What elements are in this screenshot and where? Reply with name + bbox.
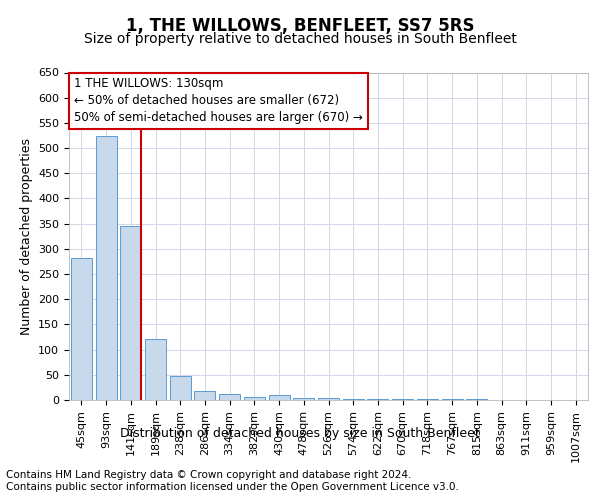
Text: Size of property relative to detached houses in South Benfleet: Size of property relative to detached ho…: [83, 32, 517, 46]
Bar: [343, 399, 364, 400]
Bar: [120, 226, 141, 400]
Text: 1, THE WILLOWS, BENFLEET, SS7 5RS: 1, THE WILLOWS, BENFLEET, SS7 5RS: [126, 18, 474, 36]
Bar: [269, 395, 290, 400]
Bar: [219, 394, 240, 400]
Bar: [95, 136, 116, 400]
Bar: [367, 399, 388, 400]
Bar: [244, 398, 265, 400]
Bar: [293, 398, 314, 400]
Text: Contains HM Land Registry data © Crown copyright and database right 2024.: Contains HM Land Registry data © Crown c…: [6, 470, 412, 480]
Bar: [194, 392, 215, 400]
Text: Distribution of detached houses by size in South Benfleet: Distribution of detached houses by size …: [120, 428, 480, 440]
Bar: [170, 376, 191, 400]
Text: Contains public sector information licensed under the Open Government Licence v3: Contains public sector information licen…: [6, 482, 459, 492]
Bar: [71, 258, 92, 400]
Text: 1 THE WILLOWS: 130sqm
← 50% of detached houses are smaller (672)
50% of semi-det: 1 THE WILLOWS: 130sqm ← 50% of detached …: [74, 78, 363, 124]
Y-axis label: Number of detached properties: Number of detached properties: [20, 138, 32, 335]
Bar: [318, 398, 339, 400]
Bar: [145, 338, 166, 400]
